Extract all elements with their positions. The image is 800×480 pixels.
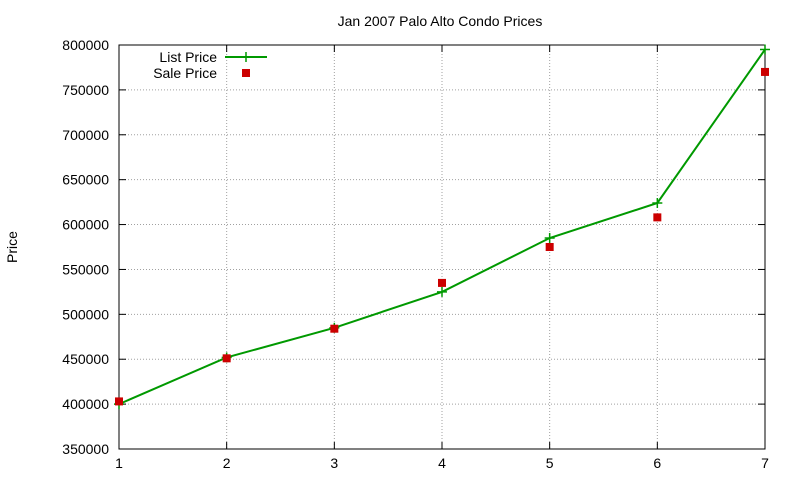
y-axis-label: Price: [4, 231, 20, 263]
y-tick-label: 400000: [62, 396, 109, 412]
y-tick-label: 450000: [62, 351, 109, 367]
x-tick-label: 5: [546, 455, 554, 471]
y-tick-label: 650000: [62, 172, 109, 188]
legend-label: Sale Price: [153, 65, 217, 81]
data-point: [653, 213, 662, 222]
y-tick-label: 700000: [62, 127, 109, 143]
x-tick-label: 4: [438, 455, 446, 471]
y-tick-label: 600000: [62, 217, 109, 233]
y-tick-label: 550000: [62, 261, 109, 277]
y-tick-label: 350000: [62, 441, 109, 457]
data-point: [544, 233, 555, 244]
data-point: [438, 278, 446, 287]
y-tick-label: 800000: [62, 37, 109, 53]
grid: [119, 45, 765, 449]
data-point: [330, 324, 339, 333]
data-point: [545, 243, 554, 251]
legend-marker: [242, 69, 250, 77]
data-point: [652, 198, 663, 209]
data-point: [760, 44, 770, 55]
data-point: [115, 397, 123, 406]
data-point: [761, 67, 769, 76]
legend-label: List Price: [159, 49, 217, 65]
series: [114, 44, 770, 410]
x-tick-label: 7: [761, 455, 769, 471]
series-sale-price: [115, 67, 769, 406]
x-tick-label: 2: [223, 455, 231, 471]
x-tick-label: 3: [330, 455, 338, 471]
x-tick-label: 1: [115, 455, 123, 471]
chart-title: Jan 2007 Palo Alto Condo Prices: [338, 13, 543, 29]
data-point: [222, 354, 231, 363]
axes: 350000 400000 450000 500000 550000 600000 6500…: [62, 37, 769, 471]
legend-marker: [241, 52, 251, 62]
data-point: [437, 286, 447, 297]
y-tick-label: 500000: [62, 306, 109, 322]
x-tick-label: 6: [653, 455, 661, 471]
y-tick-label: 750000: [62, 82, 109, 98]
